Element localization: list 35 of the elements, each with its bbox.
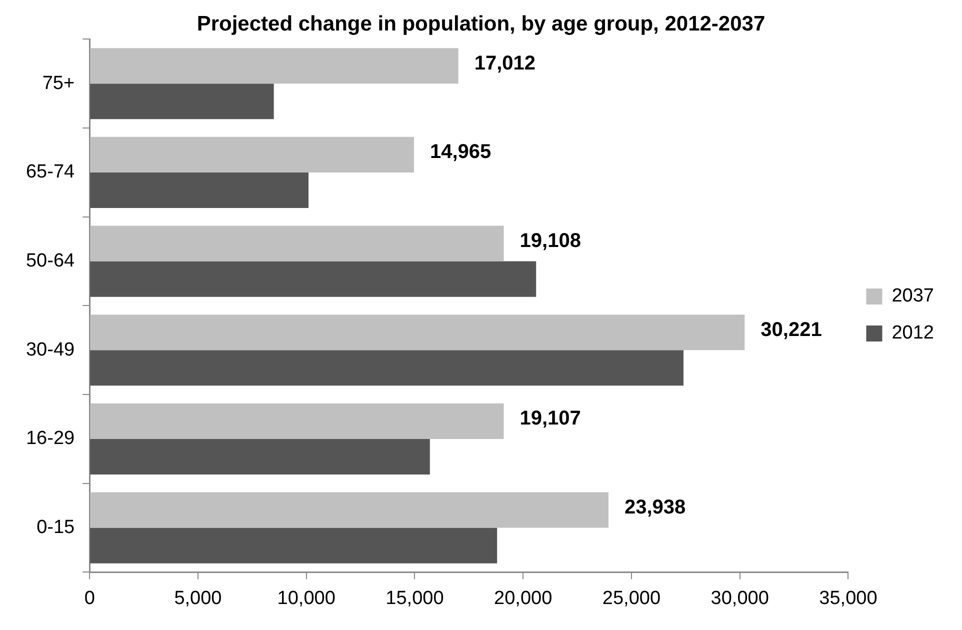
bar (90, 438, 430, 474)
legend-label: 2012 (892, 322, 934, 344)
bar (90, 84, 274, 120)
bar (90, 226, 504, 262)
data-label: 19,108 (520, 230, 581, 252)
y-tick-label: 0-15 (36, 517, 75, 538)
bar (90, 261, 536, 297)
data-label: 19,107 (520, 408, 581, 430)
bar (90, 528, 498, 564)
x-tick-label: 20,000 (494, 588, 552, 609)
bar (90, 172, 309, 208)
bar (90, 492, 608, 528)
x-tick-label: 10,000 (277, 588, 336, 609)
x-tick-label: 25,000 (602, 588, 661, 609)
data-label: 30,221 (760, 318, 822, 341)
x-tick-label: 0 (84, 588, 95, 609)
y-tick-label: 75+ (42, 72, 75, 94)
data-label: 23,938 (624, 496, 686, 519)
bar (90, 403, 504, 439)
x-tick-label: 30,000 (710, 588, 769, 609)
data-label: 14,965 (430, 141, 492, 164)
y-tick-label: 65-74 (26, 162, 76, 183)
y-tick-label: 50-64 (26, 250, 76, 272)
x-tick-label: 15,000 (386, 588, 444, 609)
bar (90, 314, 745, 350)
bar (90, 350, 684, 386)
chart-title: Projected change in population, by age group, 2012-2037 (196, 12, 766, 36)
x-tick-label: 5,000 (174, 588, 222, 609)
y-tick-label: 16-29 (26, 428, 75, 450)
x-tick-label: 35,000 (819, 588, 878, 609)
y-tick-label: 30-49 (26, 339, 75, 360)
data-label: 17,012 (474, 52, 536, 74)
legend-label: 2037 (892, 286, 934, 307)
bar (90, 48, 458, 84)
bar (90, 136, 414, 172)
